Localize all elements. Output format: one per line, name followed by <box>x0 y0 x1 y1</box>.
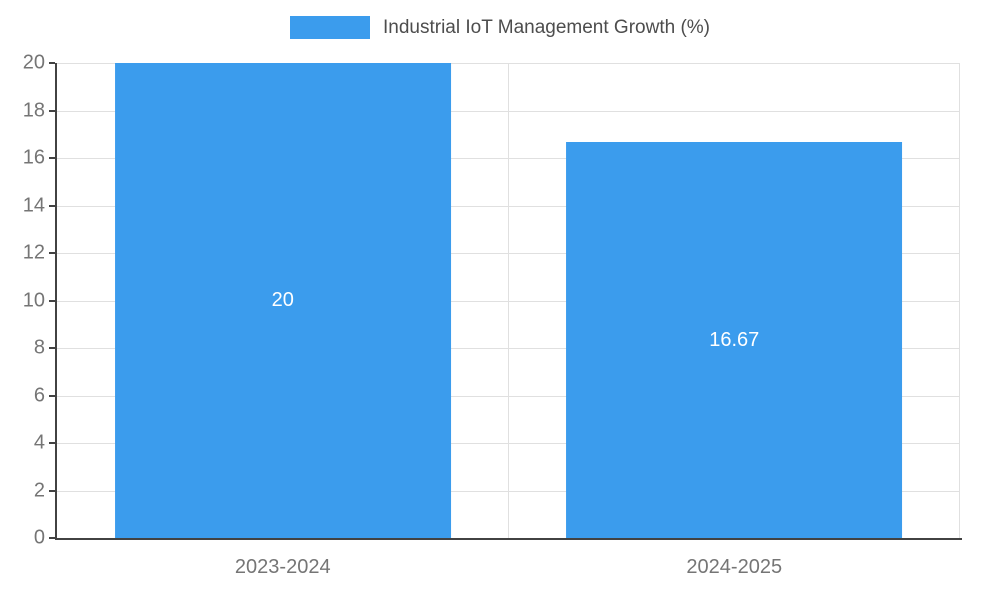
y-tick-label: 16 <box>22 146 45 169</box>
y-tick-mark <box>49 347 55 349</box>
y-tick-label: 2 <box>33 479 45 501</box>
legend: Industrial IoT Management Growth (%) <box>0 16 1000 39</box>
y-tick-mark <box>49 537 55 539</box>
y-tick-mark <box>49 442 55 444</box>
y-tick-mark <box>49 204 55 207</box>
y-tick-label: 0 <box>33 526 45 549</box>
y-gridline <box>57 443 960 444</box>
y-tick-label: 4 <box>33 431 45 454</box>
y-tick-mark <box>49 394 55 397</box>
y-gridline <box>57 63 960 64</box>
y-tick-label: 20 <box>22 51 45 74</box>
y-tick-label: 10 <box>22 289 45 311</box>
y-axis-line <box>55 63 57 540</box>
y-gridline <box>57 395 960 397</box>
bar: 20 <box>114 63 451 538</box>
y-gridline <box>57 205 960 207</box>
y-tick-label: 14 <box>22 194 45 216</box>
x-gridline <box>507 63 509 538</box>
x-category-label: 2024-2025 <box>686 556 783 578</box>
y-gridline <box>57 300 960 302</box>
y-tick-mark <box>49 489 55 492</box>
bar-value-label: 20 <box>271 289 294 311</box>
legend-swatch <box>289 16 370 39</box>
y-tick-mark <box>49 62 55 64</box>
bar-value-label: 16.67 <box>709 328 760 351</box>
y-tick-mark <box>49 109 55 112</box>
y-gridline <box>57 253 960 254</box>
y-tick-mark <box>49 299 55 302</box>
y-gridline <box>57 110 960 112</box>
y-gridline <box>57 158 960 159</box>
y-tick-label: 12 <box>22 241 45 264</box>
y-tick-label: 6 <box>33 384 45 406</box>
x-axis-line <box>55 538 962 540</box>
legend-label: Industrial IoT Management Growth (%) <box>382 16 710 38</box>
plot-area: 20 16.67 <box>57 63 960 538</box>
y-tick-mark <box>49 252 55 254</box>
y-gridline <box>57 348 960 349</box>
y-tick-label: 8 <box>33 336 45 359</box>
y-gridline <box>57 490 960 492</box>
x-category-label: 2023-2024 <box>234 556 331 578</box>
y-tick-label: 18 <box>22 99 45 121</box>
bar: 16.67 <box>566 142 903 538</box>
y-tick-mark <box>49 157 55 159</box>
x-gridline <box>959 63 960 538</box>
